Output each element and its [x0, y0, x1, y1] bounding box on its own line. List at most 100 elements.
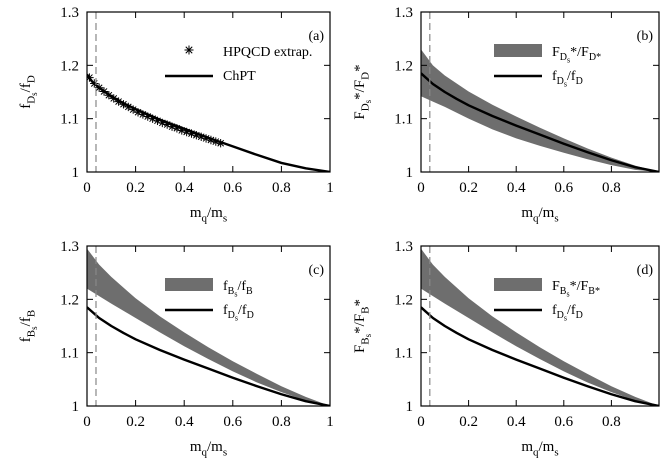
- data-point: [124, 102, 133, 112]
- series-line-1: [87, 306, 330, 406]
- y-tick-label: 1.2: [60, 292, 79, 308]
- legend-label: FBs*/FB*: [552, 279, 600, 299]
- panel-tag: (d): [637, 263, 654, 278]
- x-tick-label: 0.6: [223, 414, 242, 430]
- data-point: [162, 120, 172, 129]
- error-band-0: [421, 248, 659, 406]
- series-line-1: [421, 306, 659, 406]
- legend-label: HPQCD extrap.: [223, 45, 312, 60]
- data-point: [206, 135, 216, 145]
- x-tick-label: 0.4: [507, 180, 526, 196]
- x-axis-title: mq/ms: [190, 439, 227, 459]
- legend-entry: HPQCD extrap.: [184, 45, 312, 60]
- y-tick-label: 1: [72, 165, 80, 181]
- x-tick-label: 0.6: [554, 180, 573, 196]
- legend-swatch-band: [165, 278, 213, 291]
- legend-entry: ChPT: [165, 69, 256, 84]
- data-point: [148, 114, 157, 123]
- legend-label: fDs/fD: [552, 69, 583, 89]
- x-tick-label: 0.2: [459, 180, 478, 196]
- x-tick-label: 0.4: [175, 414, 194, 430]
- y-tick-label: 1.2: [394, 58, 413, 74]
- legend-entry: fDs/fD: [165, 303, 254, 323]
- panel-tag: (b): [637, 29, 654, 44]
- legend-entry: fDs/fD: [494, 303, 583, 323]
- x-tick-label: 0: [83, 414, 91, 430]
- data-point: [201, 134, 211, 143]
- y-tick-label: 1.3: [394, 239, 413, 255]
- legend-swatch-marker: [184, 45, 194, 55]
- legend-entry: fBs/fB: [165, 278, 253, 299]
- plot-frame: [86, 11, 331, 173]
- y-tick-label: 1.3: [60, 239, 79, 255]
- error-band-0: [421, 49, 659, 172]
- y-tick-label: 1.2: [394, 292, 413, 308]
- y-tick-label: 1.3: [394, 5, 413, 21]
- y-tick-label: 1.1: [60, 112, 79, 128]
- y-axis-title: fBs/fB: [18, 310, 39, 342]
- data-point: [143, 112, 152, 121]
- x-tick-label: 0: [417, 414, 425, 430]
- data-point: [172, 124, 182, 133]
- data-point: [158, 118, 167, 128]
- x-tick-label: 0.8: [272, 180, 291, 196]
- panel-c: 1 1.1 1.2 1.3 0 0.2 0.4 0.6 0.8 1 mq/ms fBs/fB (c) fB…: [18, 239, 334, 459]
- panel-tag: (a): [308, 29, 324, 44]
- panel-b: 1 1.1 1.2 1.3 0 0.2 0.4 0.6 0.8 mq/ms FDs*/FD* (b) F…: [352, 5, 660, 225]
- data-point: [128, 105, 138, 114]
- plot-frame: [420, 11, 660, 173]
- panel-a: 1 1.1 1.2 1.3 0 0.2 0.4 0.6 0.8 1 mq/ms fDs/fD (a)HP…: [18, 5, 334, 225]
- y-tick-label: 1.1: [394, 346, 413, 362]
- y-tick-label: 1.3: [60, 5, 79, 21]
- data-point: [197, 132, 206, 141]
- x-axis-title: mq/ms: [521, 439, 558, 459]
- data-point: [187, 129, 196, 138]
- legend-swatch-band: [494, 44, 542, 57]
- y-axis-title: FBs*/FB*: [352, 299, 373, 353]
- x-tick-label: 0: [83, 180, 91, 196]
- error-band-0: [87, 248, 330, 406]
- data-point: [138, 110, 148, 119]
- x-tick-label: 0: [417, 180, 425, 196]
- legend-label: fBs/fB: [223, 279, 253, 299]
- series-line-1: [87, 73, 330, 172]
- x-tick-label: 0.2: [126, 180, 145, 196]
- y-tick-label: 1: [406, 399, 414, 415]
- x-tick-label: 0.6: [223, 180, 242, 196]
- panel-d: 1 1.1 1.2 1.3 0 0.2 0.4 0.6 0.8 mq/ms FBs*/FB* (d) F…: [352, 239, 660, 459]
- panel-tag: (c): [308, 263, 324, 278]
- x-tick-label: 0.6: [554, 414, 573, 430]
- plot-frame: [420, 245, 660, 407]
- y-tick-label: 1.1: [394, 112, 413, 128]
- y-tick-label: 1: [406, 165, 414, 181]
- legend-label: fDs/fD: [223, 303, 254, 323]
- legend-entry: fDs/fD: [494, 69, 583, 89]
- y-tick-label: 1: [72, 399, 80, 415]
- legend-label: fDs/fD: [552, 303, 583, 323]
- legend-swatch-band: [494, 278, 542, 291]
- data-point: [133, 108, 143, 117]
- x-tick-label: 0.4: [507, 414, 526, 430]
- series-line-1: [421, 72, 659, 172]
- legend-entry: FDs*/FD*: [494, 44, 601, 65]
- y-axis-title: FDs*/FD*: [352, 64, 373, 119]
- data-point: [167, 122, 177, 131]
- y-tick-label: 1.2: [60, 58, 79, 74]
- x-tick-label: 1: [326, 414, 334, 430]
- data-point: [182, 127, 191, 137]
- y-tick-label: 1.1: [60, 346, 79, 362]
- data-point: [153, 116, 162, 125]
- legend-label: FDs*/FD*: [552, 45, 601, 65]
- legend-label: ChPT: [223, 69, 256, 84]
- x-tick-label: 0.2: [459, 414, 478, 430]
- data-point: [192, 131, 201, 140]
- x-axis-title: mq/ms: [190, 205, 227, 225]
- data-point: [177, 126, 186, 135]
- x-tick-label: 0.2: [126, 414, 145, 430]
- x-tick-label: 0.8: [602, 414, 621, 430]
- x-tick-label: 0.4: [175, 180, 194, 196]
- legend-entry: FBs*/FB*: [494, 278, 600, 299]
- plot-frame: [86, 245, 331, 407]
- x-tick-label: 1: [326, 180, 334, 196]
